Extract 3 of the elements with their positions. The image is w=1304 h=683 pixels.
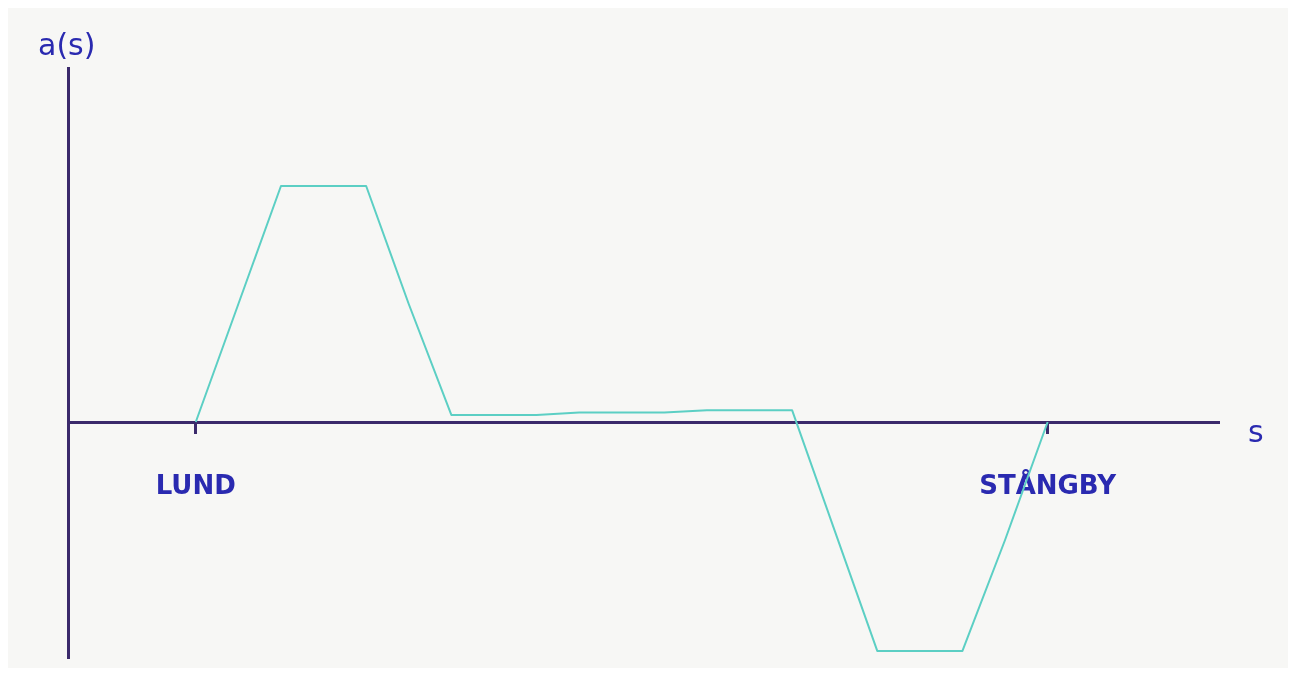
y-axis-title: a(s) <box>38 26 96 62</box>
x-tick-label: LUND <box>155 470 236 501</box>
x-axis-title: s <box>1248 413 1264 449</box>
